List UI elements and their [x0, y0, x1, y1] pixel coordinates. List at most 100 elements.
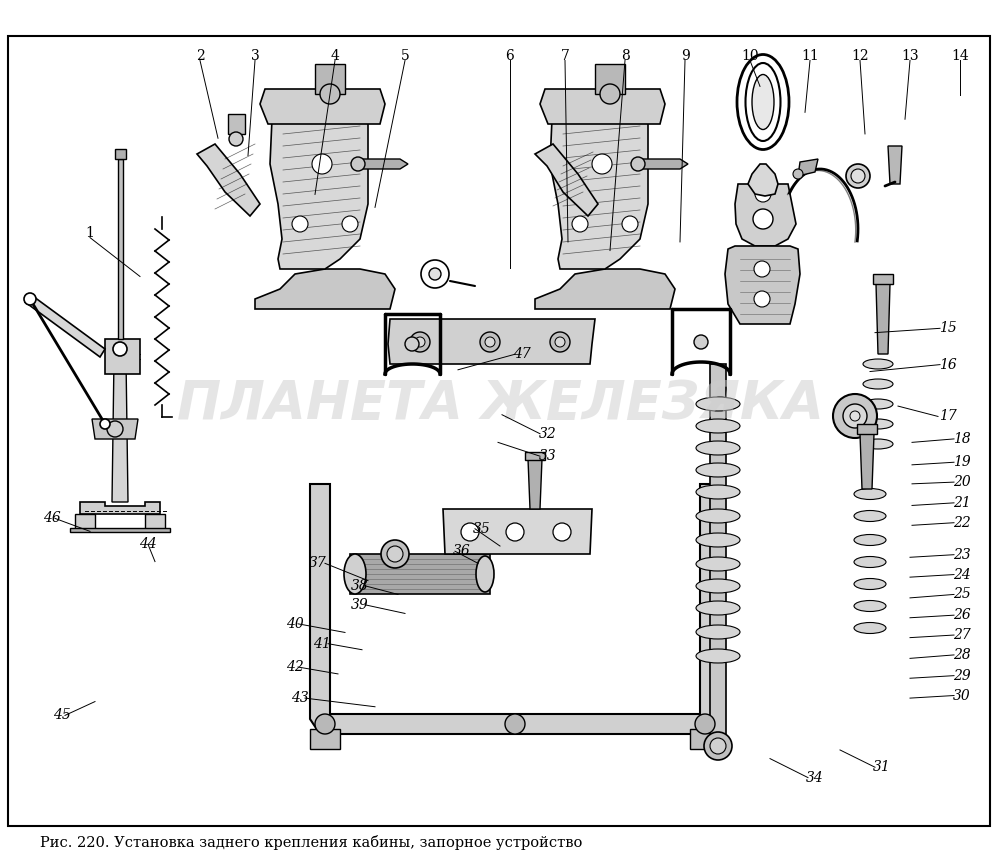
Circle shape	[755, 186, 771, 202]
Circle shape	[342, 216, 358, 232]
Circle shape	[754, 291, 770, 307]
Text: 42: 42	[286, 660, 304, 674]
Circle shape	[107, 421, 123, 437]
Text: 3: 3	[251, 49, 259, 63]
Text: 12: 12	[851, 49, 869, 63]
Circle shape	[506, 523, 524, 541]
Polygon shape	[710, 364, 726, 734]
Circle shape	[461, 523, 479, 541]
Ellipse shape	[696, 625, 740, 639]
Polygon shape	[798, 159, 818, 176]
Circle shape	[694, 335, 708, 349]
Text: 21: 21	[953, 496, 971, 510]
Text: 34: 34	[806, 771, 824, 785]
Circle shape	[754, 261, 770, 277]
Text: 6: 6	[506, 49, 514, 63]
Polygon shape	[310, 729, 340, 749]
Circle shape	[572, 216, 588, 232]
Polygon shape	[105, 339, 140, 374]
Polygon shape	[888, 146, 902, 184]
Ellipse shape	[854, 488, 886, 499]
Circle shape	[292, 216, 308, 232]
Ellipse shape	[863, 359, 893, 369]
Text: 23: 23	[953, 548, 971, 562]
Polygon shape	[388, 319, 595, 364]
Ellipse shape	[854, 600, 886, 612]
Ellipse shape	[863, 379, 893, 389]
Circle shape	[710, 738, 726, 754]
Text: 35: 35	[473, 522, 491, 536]
Polygon shape	[725, 246, 800, 324]
Circle shape	[24, 293, 36, 305]
Text: 1: 1	[86, 226, 94, 240]
Polygon shape	[228, 114, 245, 134]
Ellipse shape	[854, 535, 886, 545]
Text: 46: 46	[43, 511, 61, 525]
Text: 31: 31	[873, 760, 891, 774]
Text: 26: 26	[953, 608, 971, 622]
Polygon shape	[350, 554, 490, 594]
Ellipse shape	[737, 54, 789, 149]
Text: 11: 11	[801, 49, 819, 63]
Text: ПЛАНЕТА ЖЕЛЕЗЯКА: ПЛАНЕТА ЖЕЛЕЗЯКА	[177, 378, 823, 430]
Circle shape	[843, 404, 867, 428]
Polygon shape	[528, 459, 542, 509]
Circle shape	[600, 84, 620, 104]
Text: 32: 32	[539, 427, 557, 441]
Circle shape	[553, 523, 571, 541]
Circle shape	[505, 714, 525, 734]
Circle shape	[631, 157, 645, 171]
Text: 36: 36	[453, 544, 471, 558]
Text: 10: 10	[741, 49, 759, 63]
Text: 20: 20	[953, 475, 971, 489]
Polygon shape	[255, 269, 395, 309]
Polygon shape	[75, 514, 95, 529]
Ellipse shape	[696, 509, 740, 523]
Ellipse shape	[863, 399, 893, 409]
Polygon shape	[748, 164, 778, 196]
Ellipse shape	[476, 556, 494, 592]
Polygon shape	[270, 106, 368, 269]
Ellipse shape	[854, 579, 886, 589]
Circle shape	[833, 394, 877, 438]
Text: 44: 44	[139, 537, 157, 551]
Polygon shape	[525, 452, 545, 460]
Text: 8: 8	[621, 49, 629, 63]
Ellipse shape	[696, 601, 740, 615]
Text: 4: 4	[331, 49, 339, 63]
Ellipse shape	[696, 533, 740, 547]
Circle shape	[485, 337, 495, 347]
Circle shape	[704, 732, 732, 760]
Circle shape	[555, 337, 565, 347]
Polygon shape	[443, 509, 592, 554]
Ellipse shape	[863, 439, 893, 449]
Circle shape	[592, 154, 612, 174]
Circle shape	[550, 332, 570, 352]
Circle shape	[415, 337, 425, 347]
Circle shape	[429, 268, 441, 280]
Text: 38: 38	[351, 579, 369, 593]
Text: 17: 17	[939, 410, 957, 423]
Polygon shape	[360, 159, 408, 169]
Polygon shape	[112, 359, 128, 502]
Text: 5: 5	[401, 49, 409, 63]
Text: 19: 19	[953, 455, 971, 469]
Polygon shape	[876, 284, 890, 354]
Text: 13: 13	[901, 49, 919, 63]
Ellipse shape	[696, 649, 740, 663]
Ellipse shape	[696, 557, 740, 571]
Polygon shape	[735, 184, 796, 246]
Polygon shape	[535, 144, 598, 216]
Polygon shape	[25, 294, 105, 357]
Text: 39: 39	[351, 598, 369, 612]
Polygon shape	[260, 89, 385, 124]
Text: Рис. 220. Установка заднего крепления кабины, запорное устройство: Рис. 220. Установка заднего крепления ка…	[40, 835, 582, 849]
Text: 45: 45	[53, 708, 71, 722]
Text: 29: 29	[953, 669, 971, 683]
Circle shape	[387, 546, 403, 562]
Polygon shape	[550, 106, 648, 269]
Text: 18: 18	[953, 432, 971, 446]
Ellipse shape	[696, 419, 740, 433]
Circle shape	[480, 332, 500, 352]
Polygon shape	[315, 64, 345, 94]
